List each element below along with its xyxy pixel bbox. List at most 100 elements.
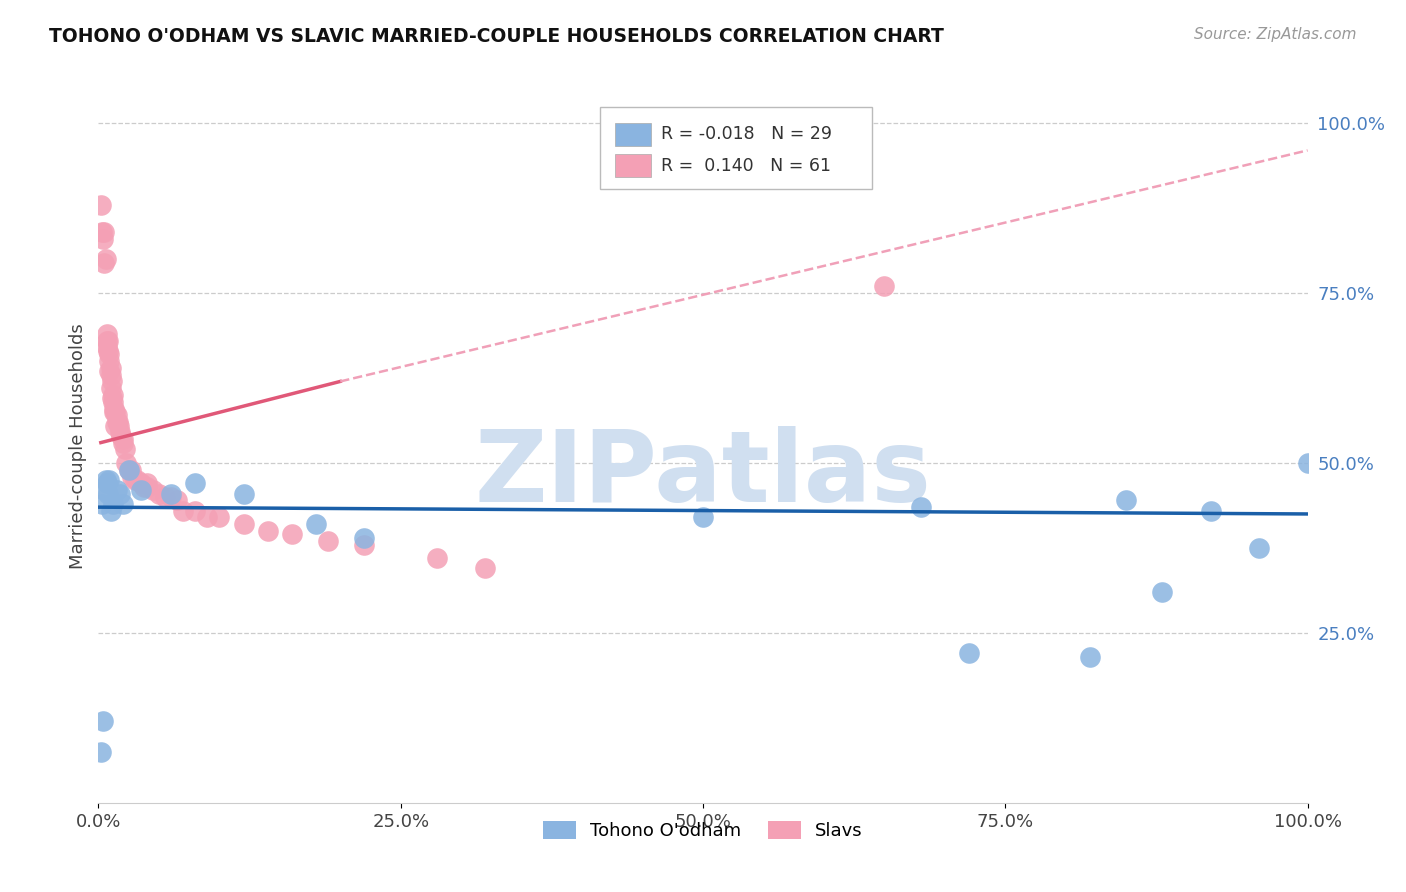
Point xyxy=(101,497,124,511)
Point xyxy=(353,531,375,545)
Point xyxy=(93,483,115,498)
Point xyxy=(100,360,122,375)
Point xyxy=(100,375,122,389)
Point xyxy=(1199,503,1222,517)
Point xyxy=(98,364,121,378)
Point xyxy=(118,463,141,477)
Point xyxy=(108,425,131,440)
Point xyxy=(1152,585,1174,599)
Point xyxy=(1249,541,1271,555)
Point xyxy=(101,394,124,409)
Point xyxy=(148,486,170,500)
Point xyxy=(100,503,122,517)
Point xyxy=(97,343,120,358)
Point xyxy=(135,476,157,491)
Legend: Tohono O'odham, Slavs: Tohono O'odham, Slavs xyxy=(536,814,870,847)
Point xyxy=(184,503,207,517)
Point xyxy=(111,497,134,511)
Text: Source: ZipAtlas.com: Source: ZipAtlas.com xyxy=(1194,27,1357,42)
Text: R = -0.018   N = 29: R = -0.018 N = 29 xyxy=(661,125,832,143)
Point xyxy=(100,392,122,406)
Point xyxy=(105,409,128,423)
Point xyxy=(127,473,149,487)
Point xyxy=(91,225,114,239)
Point xyxy=(105,415,128,429)
Point xyxy=(474,561,496,575)
Point xyxy=(108,418,131,433)
Point xyxy=(957,646,980,660)
Point xyxy=(316,534,339,549)
Point xyxy=(111,435,134,450)
Point xyxy=(873,279,896,293)
Point xyxy=(100,381,122,395)
Point xyxy=(134,480,156,494)
Point xyxy=(166,493,188,508)
Text: R =  0.140   N = 61: R = 0.140 N = 61 xyxy=(661,157,831,175)
FancyBboxPatch shape xyxy=(614,123,651,145)
Point xyxy=(353,537,375,551)
Point xyxy=(160,490,183,504)
Point xyxy=(91,497,114,511)
Point xyxy=(90,198,112,212)
Point xyxy=(90,745,112,759)
Point xyxy=(121,469,143,483)
Point xyxy=(104,405,127,419)
Point xyxy=(110,429,132,443)
Point xyxy=(172,503,194,517)
Point xyxy=(104,418,127,433)
Point xyxy=(94,473,117,487)
Point xyxy=(96,476,118,491)
Point xyxy=(96,341,118,355)
Point xyxy=(93,225,115,239)
Point xyxy=(98,473,121,487)
Point xyxy=(105,483,128,498)
Point xyxy=(1078,649,1101,664)
Point xyxy=(94,252,117,266)
Point xyxy=(97,486,120,500)
Point xyxy=(97,334,120,348)
Point xyxy=(107,415,129,429)
Text: ZIPatlas: ZIPatlas xyxy=(475,426,931,523)
Point xyxy=(1115,493,1137,508)
Point xyxy=(305,517,328,532)
Point xyxy=(281,527,304,541)
Point xyxy=(153,490,176,504)
Point xyxy=(114,442,136,457)
Point xyxy=(103,401,125,416)
Y-axis label: Married-couple Households: Married-couple Households xyxy=(69,323,87,569)
Point xyxy=(195,510,218,524)
Point xyxy=(160,486,183,500)
Point xyxy=(135,480,157,494)
Point xyxy=(96,326,118,341)
Point xyxy=(118,463,141,477)
Point xyxy=(256,524,278,538)
Point xyxy=(115,456,138,470)
Point xyxy=(910,500,932,515)
Text: TOHONO O'ODHAM VS SLAVIC MARRIED-COUPLE HOUSEHOLDS CORRELATION CHART: TOHONO O'ODHAM VS SLAVIC MARRIED-COUPLE … xyxy=(49,27,943,45)
Point xyxy=(129,483,152,498)
Point xyxy=(232,486,254,500)
Point xyxy=(1296,456,1319,470)
Point xyxy=(98,354,121,368)
Point xyxy=(91,714,114,729)
Point xyxy=(184,476,207,491)
Point xyxy=(124,473,146,487)
Point xyxy=(98,347,121,361)
FancyBboxPatch shape xyxy=(614,154,651,177)
Point xyxy=(692,510,714,524)
Point xyxy=(96,334,118,348)
FancyBboxPatch shape xyxy=(600,107,872,189)
Point xyxy=(232,517,254,532)
Point xyxy=(426,551,449,566)
Point xyxy=(100,368,122,382)
Point xyxy=(103,405,125,419)
Point xyxy=(93,255,115,269)
Point xyxy=(120,463,142,477)
Point xyxy=(91,232,114,246)
Point xyxy=(142,483,165,498)
Point xyxy=(111,432,134,446)
Point xyxy=(208,510,231,524)
Point xyxy=(129,476,152,491)
Point xyxy=(101,388,124,402)
Point xyxy=(108,486,131,500)
